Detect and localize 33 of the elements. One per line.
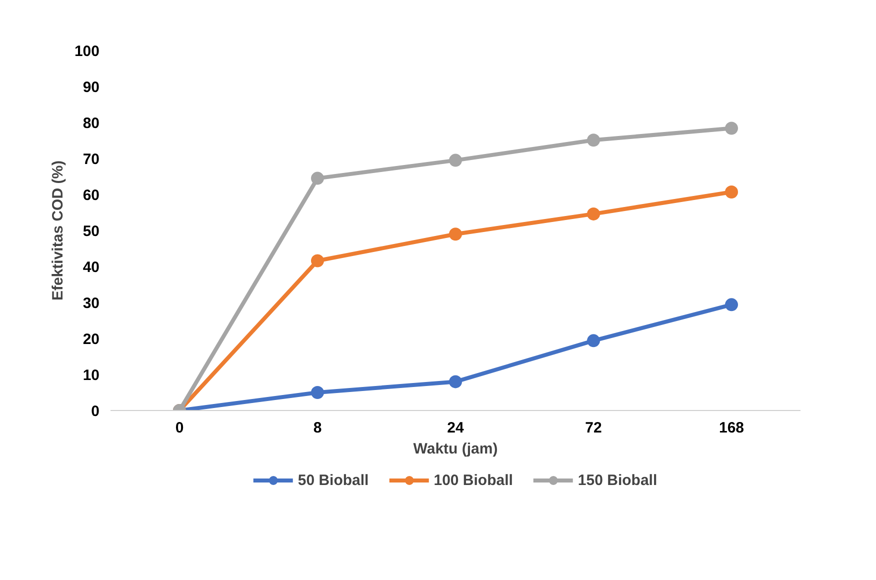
x-tick-label: 8 — [313, 420, 322, 436]
point — [311, 386, 324, 399]
point — [587, 134, 600, 147]
point — [311, 254, 324, 268]
point — [449, 154, 462, 167]
y-tick-label: 90 — [82, 79, 100, 96]
legend-label: 50 Bioball — [298, 472, 369, 488]
y-tick-label: 20 — [82, 331, 100, 348]
point — [587, 334, 600, 348]
point — [725, 298, 738, 312]
x-tick-label: 168 — [718, 420, 744, 436]
y-tick-label: 100 — [74, 43, 100, 60]
point — [725, 122, 738, 135]
point — [725, 185, 738, 198]
y-tick-label: 30 — [82, 295, 100, 312]
y-tick-label: 50 — [82, 223, 100, 240]
point — [449, 375, 462, 388]
point — [587, 207, 600, 220]
point — [449, 228, 462, 241]
y-tick-label: 80 — [82, 115, 100, 132]
point — [311, 172, 324, 185]
x-tick-label: 24 — [447, 420, 464, 436]
y-tick-label: 0 — [91, 403, 100, 420]
x-tick-label: 0 — [175, 420, 184, 436]
x-tick-label: 72 — [585, 420, 602, 436]
legend-label: 100 Bioball — [434, 472, 513, 488]
y-axis-title: Efektivitas COD (%) — [49, 160, 66, 301]
x-axis-title: Waktu (jam) — [413, 440, 498, 458]
y-tick-label: 60 — [82, 187, 100, 204]
y-tick-label: 40 — [82, 259, 100, 276]
legend-label: 150 Bioball — [578, 472, 658, 488]
y-tick-label: 10 — [82, 367, 100, 384]
y-tick-label: 70 — [82, 151, 100, 168]
